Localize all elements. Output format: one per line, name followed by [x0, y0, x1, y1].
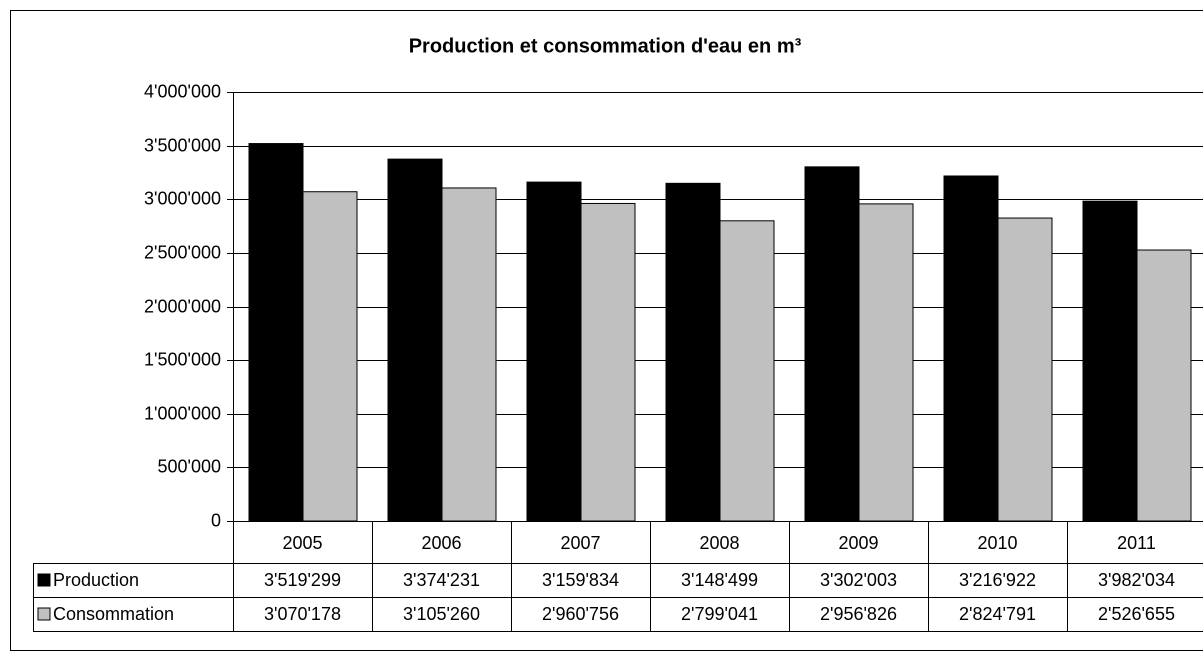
legend-label: Consommation	[53, 604, 174, 624]
bar	[526, 181, 582, 522]
legend-key	[37, 573, 51, 587]
data-table-value: 3'148'499	[681, 570, 758, 590]
y-tick-label: 1'500'000	[144, 349, 221, 369]
bar	[441, 187, 497, 522]
data-table-value: 3'159'834	[542, 570, 619, 590]
data-table-value: 3'105'260	[403, 604, 480, 624]
y-tick-label: 2'000'000	[144, 296, 221, 316]
x-tick-label: 2009	[838, 533, 878, 553]
data-table-value: 3'374'231	[403, 570, 480, 590]
y-tick-label: 2'500'000	[144, 242, 221, 262]
chart-title: Production et consommation d'eau en m³	[409, 35, 802, 57]
bar	[997, 217, 1053, 522]
bar	[1082, 200, 1138, 522]
y-tick-label: 3'000'000	[144, 188, 221, 208]
legend-key	[37, 607, 51, 621]
data-table-value: 2'956'826	[820, 604, 897, 624]
x-tick-label: 2005	[282, 533, 322, 553]
x-tick-label: 2010	[977, 533, 1017, 553]
bar	[302, 191, 358, 522]
y-tick-label: 3'500'000	[144, 135, 221, 155]
bar	[1136, 249, 1192, 522]
data-table-value: 3'070'178	[264, 604, 341, 624]
bar	[248, 143, 304, 522]
y-tick-label: 1'000'000	[144, 403, 221, 423]
data-table-value: 2'799'041	[681, 604, 758, 624]
y-tick-label: 4'000'000	[144, 81, 221, 101]
x-tick-label: 2007	[560, 533, 600, 553]
y-tick-label: 0	[211, 510, 221, 530]
data-table-value: 3'216'922	[959, 570, 1036, 590]
data-table-value: 2'824'791	[959, 604, 1036, 624]
bar	[804, 166, 860, 522]
data-table-value: 3'302'003	[820, 570, 897, 590]
bar	[387, 158, 443, 522]
bar	[719, 220, 775, 522]
bar	[665, 182, 721, 522]
x-tick-label: 2011	[1117, 533, 1156, 553]
data-table-value: 2'526'655	[1098, 604, 1175, 624]
y-tick-label: 500'000	[157, 456, 221, 476]
bar	[580, 202, 636, 522]
bar	[943, 175, 999, 522]
legend-label: Production	[53, 570, 139, 590]
data-table-value: 3'982'034	[1098, 570, 1175, 590]
x-tick-label: 2008	[699, 533, 739, 553]
x-tick-label: 2006	[421, 533, 461, 553]
data-table-value: 2'960'756	[542, 604, 619, 624]
bar	[858, 203, 914, 522]
data-table-value: 3'519'299	[264, 570, 341, 590]
